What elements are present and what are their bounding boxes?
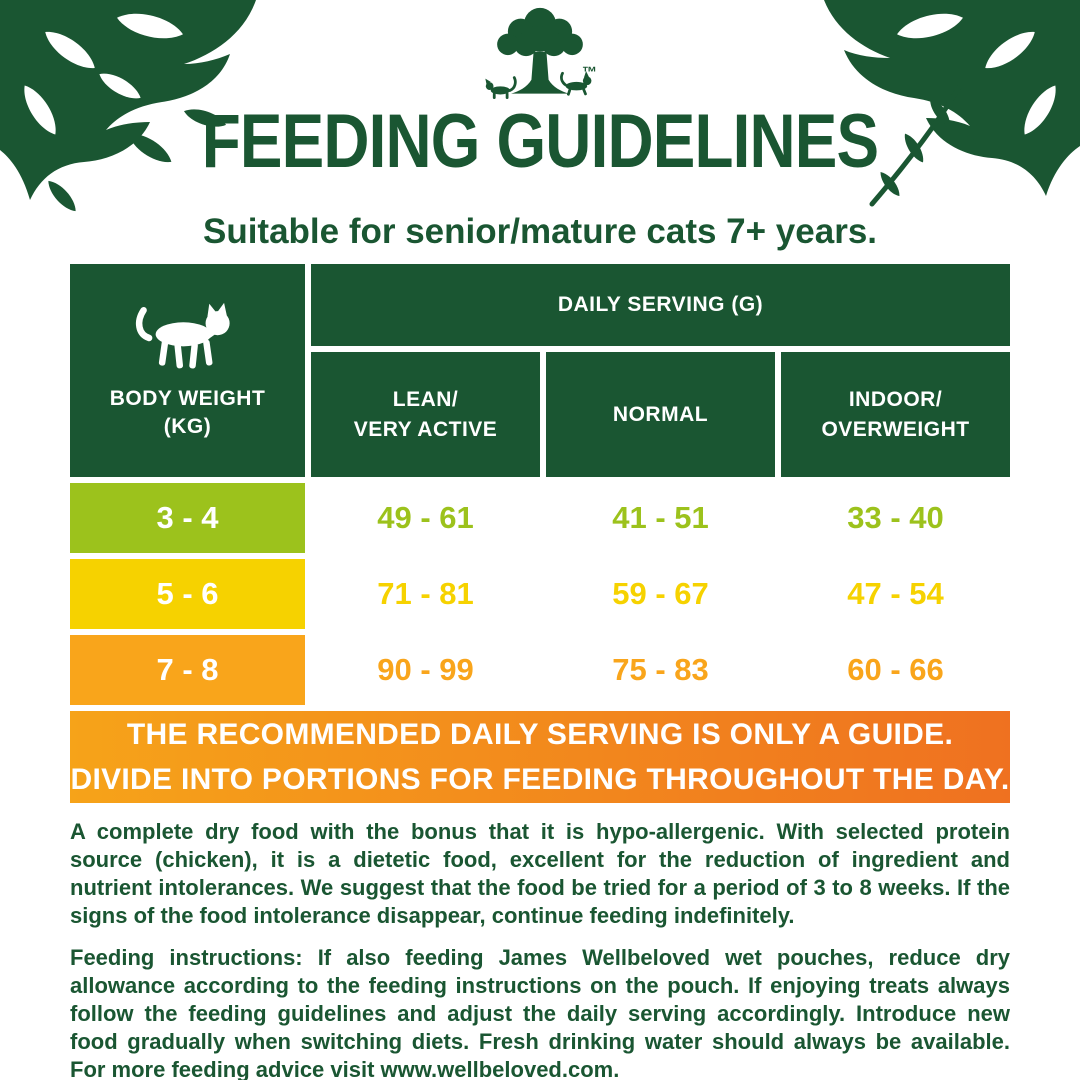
column-header-label: NORMAL xyxy=(612,402,709,426)
serving-value: 33 - 40 xyxy=(781,483,1010,553)
column-header-indoor: INDOOR/ OVERWEIGHT xyxy=(781,352,1010,477)
weight-cell: 5 - 6 xyxy=(70,559,305,629)
tree-with-cat-and-dog-icon xyxy=(485,7,592,99)
weight-cell: 7 - 8 xyxy=(70,635,305,705)
page-title: FEEDING GUIDELINES xyxy=(201,99,879,184)
column-header-label: INDOOR/ OVERWEIGHT xyxy=(821,388,970,441)
column-header-lean: LEAN/ VERY ACTIVE xyxy=(311,352,540,477)
serving-value: 41 - 51 xyxy=(546,483,775,553)
weight-cell: 3 - 4 xyxy=(70,483,305,553)
cat-silhouette-icon xyxy=(135,303,230,369)
page-subtitle: Suitable for senior/mature cats 7+ years… xyxy=(202,212,878,251)
body-weight-label: BODY WEIGHT (KG) xyxy=(109,387,266,438)
serving-value: 71 - 81 xyxy=(311,559,540,629)
serving-value: 75 - 83 xyxy=(546,635,775,705)
notice-line-1: THE RECOMMENDED DAILY SERVING IS ONLY A … xyxy=(126,718,954,751)
notice-band: THE RECOMMENDED DAILY SERVING IS ONLY A … xyxy=(70,711,1010,803)
daily-serving-header-cell: DAILY SERVING (G) xyxy=(311,264,1010,346)
body-weight-header-cell: BODY WEIGHT (KG) xyxy=(70,264,305,477)
serving-value: 90 - 99 xyxy=(311,635,540,705)
feeding-table: BODY WEIGHT (KG) DAILY SERVING (G) LEAN/… xyxy=(70,264,1010,803)
serving-value: 47 - 54 xyxy=(781,559,1010,629)
product-description-paragraph: A complete dry food with the bonus that … xyxy=(70,819,1010,928)
feeding-instructions-paragraph: Feeding instructions: If also feeding Ja… xyxy=(70,944,1010,1080)
daily-serving-label: DAILY SERVING (G) xyxy=(557,293,764,316)
description-text-block: A complete dry food with the bonus that … xyxy=(70,818,1010,1080)
serving-value: 49 - 61 xyxy=(311,483,540,553)
column-header-label: LEAN/ VERY ACTIVE xyxy=(353,388,498,441)
serving-value: 60 - 66 xyxy=(781,635,1010,705)
column-header-normal: NORMAL xyxy=(546,352,775,477)
leaf-decoration-left-icon xyxy=(0,0,256,215)
serving-value: 59 - 67 xyxy=(546,559,775,629)
leaf-decoration-right-icon xyxy=(824,0,1080,207)
notice-line-2: DIVIDE INTO PORTIONS FOR FEEDING THROUGH… xyxy=(70,763,1010,796)
trademark-symbol: ™ xyxy=(582,64,597,81)
